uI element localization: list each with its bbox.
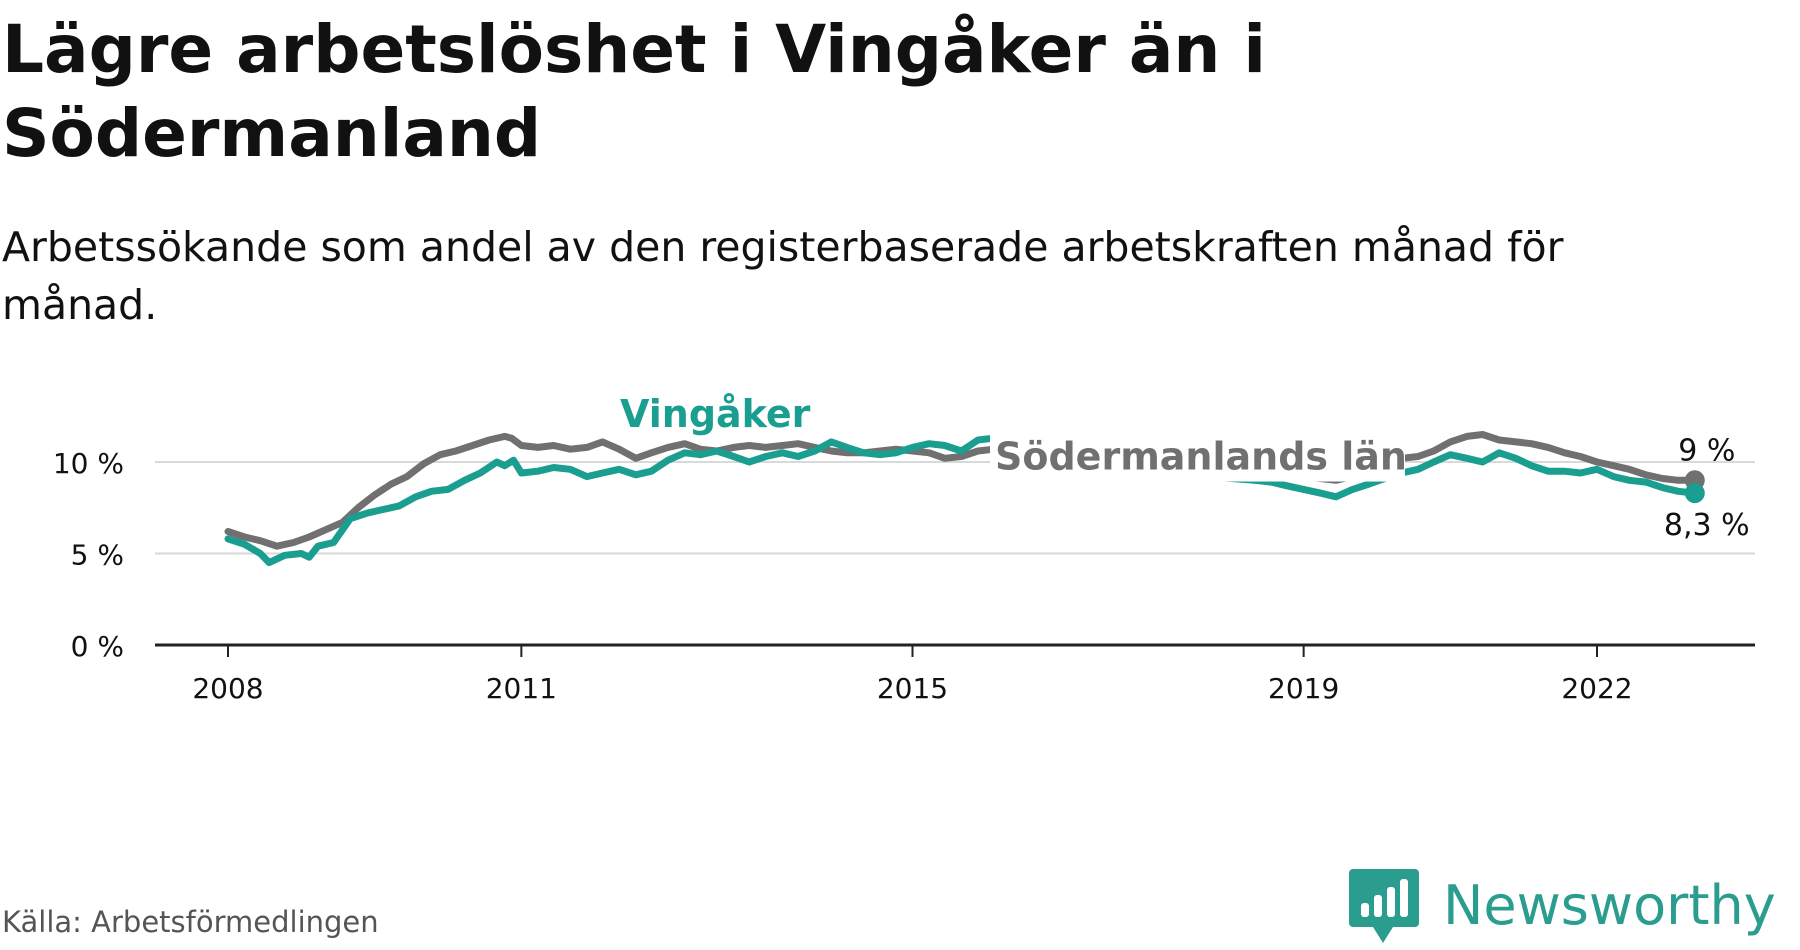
newsworthy-logo: Newsworthy <box>1347 860 1776 950</box>
y-axis: 0 % 5 % 10 % <box>53 447 124 663</box>
x-tick-label: 2022 <box>1561 672 1632 700</box>
chart-subtitle: Arbetssökande som andel av den registerb… <box>2 223 1564 329</box>
x-tick-label: 2011 <box>486 672 557 700</box>
newsworthy-logo-icon <box>1349 869 1419 943</box>
x-tick-label: 2008 <box>192 672 263 700</box>
series-line-vingaker <box>224 434 1699 567</box>
end-point-vingaker <box>1684 483 1705 504</box>
newsworthy-logo-text: Newsworthy <box>1443 873 1776 937</box>
x-tick-label: 2019 <box>1268 672 1339 700</box>
series-labels: Södermanlands län Vingåker 9 % 8,3 % <box>612 391 1750 543</box>
x-tick-label: 2015 <box>877 672 948 700</box>
y-tick-label: 5 % <box>71 539 124 572</box>
series-label-sodermanlands-lan: Södermanlands län <box>995 435 1407 479</box>
label-backdrop <box>612 391 812 438</box>
label-backdrop <box>990 429 1405 482</box>
x-axis: 2008 2011 2015 2019 2022 <box>155 643 1755 700</box>
y-tick-label: 10 % <box>53 447 124 480</box>
end-label-vingaker: 8,3 % <box>1664 508 1750 543</box>
source-note: Källa: Arbetsförmedlingen <box>2 905 379 939</box>
chart-title: Lägre arbetslöshet i Vingåker än i Söder… <box>2 11 1267 172</box>
end-label-sodermanlands-lan: 9 % <box>1678 433 1735 468</box>
series-label-vingaker: Vingåker <box>620 392 811 436</box>
y-tick-label: 0 % <box>71 630 124 663</box>
line-chart: 0 % 5 % 10 % 2008 2011 2015 2019 2022 Söderman… <box>53 391 1755 700</box>
series-lines <box>224 431 1705 567</box>
